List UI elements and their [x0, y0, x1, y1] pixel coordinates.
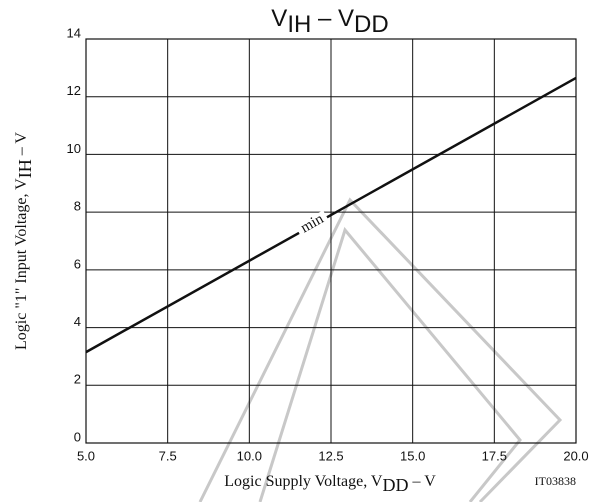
text-part: – V	[408, 473, 436, 490]
y-tick-label: 0	[74, 429, 81, 444]
subscript: IH	[287, 11, 311, 38]
x-tick-label: 10.0	[237, 448, 262, 463]
x-tick-label: 5.0	[77, 448, 95, 463]
plot-frame	[85, 38, 577, 444]
x-tick-label: 15.0	[400, 448, 425, 463]
watermark	[198, 197, 563, 502]
y-tick-label: 14	[67, 25, 81, 40]
y-tick-label: 2	[74, 372, 81, 387]
text-part: V	[271, 5, 287, 32]
subscript: DD	[354, 11, 389, 38]
text-part: V	[338, 5, 354, 32]
y-tick-label: 10	[67, 141, 81, 156]
x-tick-label: 20.0	[563, 448, 588, 463]
figure-code: IT03838	[535, 474, 576, 488]
data-line	[85, 76, 577, 354]
text-part: –	[311, 5, 338, 32]
text-part: – V	[13, 132, 30, 160]
subscript: DD	[382, 475, 408, 495]
x-axis-label: Logic Supply Voltage, VDD – V	[224, 473, 436, 495]
x-tick-label: 17.5	[482, 448, 507, 463]
y-tick-label: 12	[67, 83, 81, 98]
x-tick-label: 12.5	[318, 448, 343, 463]
chart-title: VIH – VDD	[271, 5, 388, 38]
x-tick-label: 7.5	[159, 448, 177, 463]
annotation-group: min	[295, 210, 330, 239]
y-tick-label: 4	[74, 314, 81, 329]
text-part: Logic Supply Voltage, V	[224, 473, 383, 490]
text-part: Logic "1" Input Voltage, V	[13, 178, 30, 350]
y-axis-label: Logic "1" Input Voltage, VIH – V	[13, 132, 35, 350]
subscript: IH	[15, 159, 35, 178]
annotation-background	[295, 210, 330, 239]
y-tick-label: 8	[74, 199, 81, 214]
y-tick-label: 6	[74, 256, 81, 271]
